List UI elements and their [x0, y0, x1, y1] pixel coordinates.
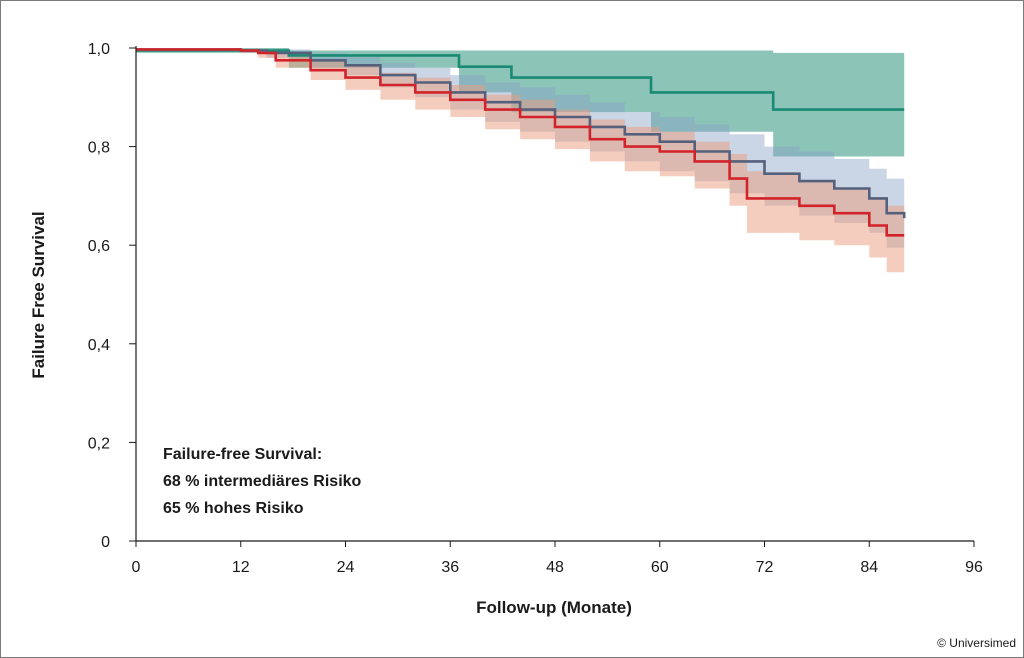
x-tick-label: 96: [965, 559, 983, 576]
high-risk-survival-curve: [136, 48, 905, 237]
x-tick-label: 0: [132, 559, 141, 576]
x-axis-title: Follow-up (Monate): [476, 598, 632, 617]
intermediate-risk-survival-curve: [136, 48, 906, 219]
y-tick-label: 1,0: [88, 41, 110, 58]
copyright-credit: © Universimed: [937, 636, 1016, 650]
annotation-line-high: 65 % hohes Risiko: [163, 495, 361, 522]
y-tick-label: 0: [101, 534, 110, 551]
x-tick-label: 60: [651, 559, 669, 576]
x-tick-label: 24: [337, 559, 355, 576]
annotation-value-high: 65: [163, 500, 181, 517]
low-risk-survival-curve: [136, 49, 905, 111]
summary-annotation: Failure-free Survival: 68 % intermediäre…: [163, 441, 361, 522]
annotation-title: Failure-free Survival:: [163, 446, 323, 463]
x-tick-label: 36: [441, 559, 459, 576]
y-axis-title: Failure Free Survival: [29, 211, 48, 378]
annotation-text-intermediate: % intermediäres Risiko: [180, 473, 362, 490]
intermediate-risk-confidence-band: [136, 48, 905, 253]
y-tick-label: 0,2: [88, 435, 110, 452]
x-tick-label: 72: [756, 559, 774, 576]
annotation-line-intermediate: 68 % intermediäres Risiko: [163, 468, 361, 495]
y-tick-label: 0,4: [88, 337, 110, 354]
x-tick-label: 12: [232, 559, 250, 576]
x-tick-label: 84: [860, 559, 878, 576]
y-tick-label: 0,6: [88, 238, 110, 255]
annotation-text-high: % hohes Risiko: [180, 500, 304, 517]
y-tick-label: 0,8: [88, 140, 110, 157]
annotation-value-intermediate: 68: [163, 473, 181, 490]
x-tick-label: 48: [546, 559, 564, 576]
